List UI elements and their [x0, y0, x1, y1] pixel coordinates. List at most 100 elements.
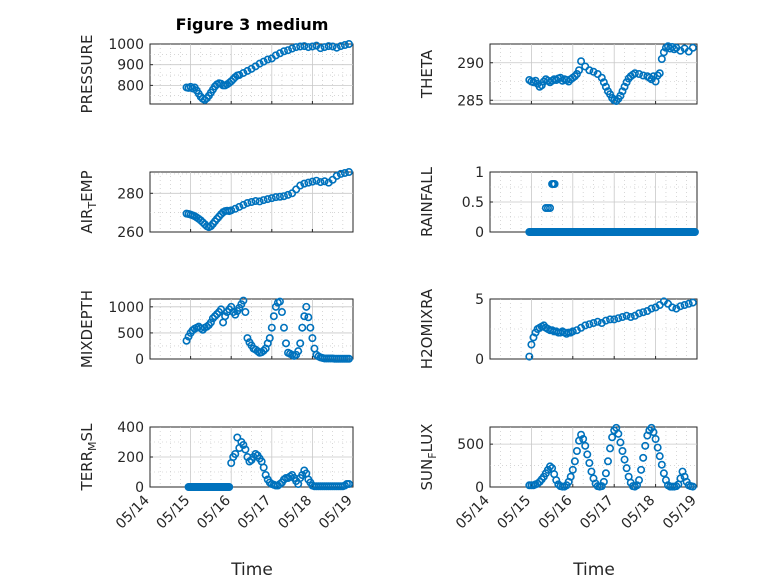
- data-point: [550, 180, 559, 189]
- data-point: [626, 312, 635, 321]
- data-point: [210, 312, 219, 321]
- data-point: [271, 193, 280, 202]
- data-point: [568, 465, 577, 474]
- data-point: [269, 312, 278, 321]
- data-point: [593, 317, 602, 326]
- data-point: [610, 315, 619, 324]
- data-point: [577, 430, 586, 439]
- y-tick-label: 500: [457, 437, 484, 453]
- data-point: [304, 43, 313, 52]
- data-point: [525, 352, 534, 361]
- y-tick-label: 400: [117, 420, 144, 436]
- data-point: [546, 204, 555, 213]
- data-point: [340, 41, 349, 50]
- subplot-terr-msl: 0 200 400 TERRMSL 05/14 05/15 05/16 05/17 05/18 0…: [78, 420, 356, 532]
- data-point: [676, 474, 685, 483]
- data-point: [635, 476, 644, 485]
- data-point: [635, 309, 644, 318]
- data-point: [655, 69, 664, 78]
- data-point: [243, 198, 252, 207]
- data-point: [577, 57, 586, 66]
- data-point: [261, 470, 270, 479]
- y-tick-label: 5: [475, 292, 484, 308]
- y-tick-label: 500: [117, 326, 144, 342]
- data-point: [225, 482, 234, 491]
- data-point: [259, 57, 268, 66]
- data-point: [263, 195, 272, 204]
- data-point: [651, 434, 660, 443]
- data-point: [653, 443, 662, 452]
- data-point: [603, 457, 612, 466]
- data-point: [239, 68, 248, 77]
- data-point: [601, 469, 610, 478]
- data-point: [282, 339, 291, 348]
- y-tick-label: 1: [475, 165, 484, 181]
- data-point: [233, 433, 242, 442]
- data-point: [572, 446, 581, 455]
- data-point: [275, 49, 284, 58]
- y-tick-label: 0: [475, 480, 484, 496]
- data-point: [589, 67, 598, 76]
- data-point: [570, 457, 579, 466]
- data-point: [552, 476, 561, 485]
- data-point: [344, 168, 353, 177]
- data-point: [208, 314, 217, 323]
- data-point: [618, 312, 627, 321]
- data-point: [566, 472, 575, 481]
- x-tick-label: 05/15: [154, 493, 194, 533]
- data-point: [606, 315, 615, 324]
- data-point: [599, 477, 608, 486]
- y-tick-label: 900: [117, 58, 144, 74]
- data-point: [614, 429, 623, 438]
- data-point: [255, 197, 264, 206]
- data-point: [659, 469, 668, 478]
- data-point: [320, 177, 329, 186]
- data-point: [221, 312, 230, 321]
- y-tick-label: 200: [117, 450, 144, 466]
- data-point: [259, 346, 268, 355]
- data-point: [324, 42, 333, 51]
- data-point: [259, 463, 268, 472]
- data-point: [263, 55, 272, 64]
- y-tick-label: 0: [135, 480, 144, 496]
- subplot-sun-flux: 0 500 SUNFLUX 05/14 05/15 05/16 05/17 05/18 05/1…: [418, 424, 700, 533]
- data-point: [620, 455, 629, 464]
- y-tick-label: 290: [457, 56, 484, 72]
- data-point: [300, 312, 309, 321]
- data-point: [597, 73, 606, 82]
- data-point: [630, 69, 639, 78]
- data-point: [328, 42, 337, 51]
- data-point: [659, 48, 668, 57]
- data-point: [247, 198, 256, 207]
- data-point: [568, 327, 577, 336]
- data-point: [298, 470, 307, 479]
- y-axis-label: MIXDEPTH: [78, 290, 96, 368]
- data-point: [622, 311, 631, 320]
- data-point: [587, 467, 596, 476]
- y-tick-label: 260: [117, 225, 144, 241]
- data-point: [676, 46, 685, 55]
- data-point: [601, 82, 610, 91]
- data-point: [231, 204, 240, 213]
- data-point: [585, 458, 594, 467]
- x-tick-label: 05/17: [577, 493, 617, 533]
- data-point: [344, 39, 353, 48]
- x-tick-label: 05/18: [619, 493, 659, 533]
- data-point: [618, 87, 627, 96]
- data-point: [312, 176, 321, 185]
- data-point: [259, 196, 268, 205]
- data-point: [265, 334, 274, 343]
- data-point: [255, 59, 264, 68]
- data-point: [243, 66, 252, 75]
- data-point: [296, 181, 305, 190]
- data-point: [649, 428, 658, 437]
- data-point: [308, 334, 317, 343]
- data-point: [294, 347, 303, 356]
- y-axis-label: RAINFALL: [418, 166, 436, 237]
- y-tick-label: 280: [117, 186, 144, 202]
- data-point: [316, 44, 325, 53]
- data-point: [239, 296, 248, 305]
- data-point: [320, 43, 329, 52]
- data-point: [668, 303, 677, 312]
